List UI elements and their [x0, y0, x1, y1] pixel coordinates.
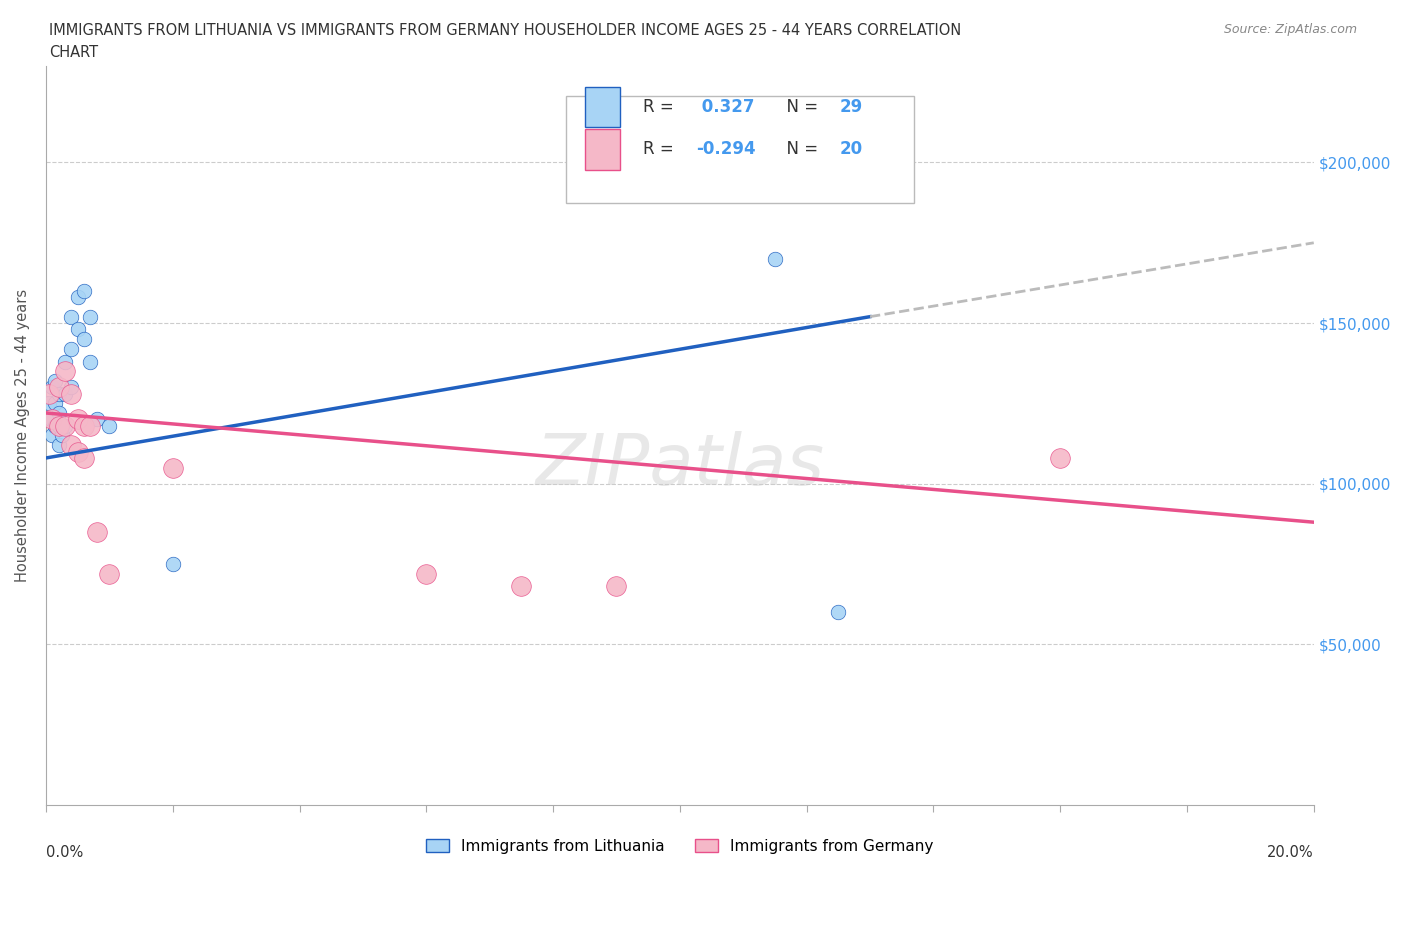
- Point: [48, 418, 70, 433]
- Point: [66, 290, 89, 305]
- Text: Source: ZipAtlas.com: Source: ZipAtlas.com: [1223, 23, 1357, 36]
- Point: [44, 418, 66, 433]
- Point: [60, 386, 83, 401]
- Point: [41, 428, 63, 443]
- Point: [48, 418, 70, 433]
- Point: [53, 354, 76, 369]
- Text: 29: 29: [839, 99, 863, 116]
- Point: [162, 460, 184, 475]
- Point: [41, 412, 63, 427]
- Point: [763, 251, 786, 266]
- Text: 0.0%: 0.0%: [46, 845, 83, 860]
- Point: [60, 438, 83, 453]
- Point: [60, 309, 83, 324]
- Text: 20.0%: 20.0%: [1267, 845, 1313, 860]
- Point: [66, 445, 89, 459]
- Point: [53, 364, 76, 379]
- Text: N =: N =: [776, 140, 824, 158]
- Point: [510, 579, 533, 594]
- Text: ZIPatlas: ZIPatlas: [536, 431, 824, 499]
- Point: [66, 322, 89, 337]
- Point: [415, 566, 437, 581]
- Text: R =: R =: [643, 99, 679, 116]
- Point: [44, 396, 66, 411]
- Point: [53, 418, 76, 433]
- Point: [48, 386, 70, 401]
- Point: [38, 386, 60, 401]
- Point: [48, 379, 70, 394]
- Point: [48, 405, 70, 420]
- FancyBboxPatch shape: [585, 129, 620, 169]
- Point: [162, 556, 184, 571]
- Point: [53, 386, 76, 401]
- Point: [53, 418, 76, 433]
- Text: -0.294: -0.294: [696, 140, 756, 158]
- FancyBboxPatch shape: [585, 86, 620, 127]
- Y-axis label: Householder Income Ages 25 - 44 years: Householder Income Ages 25 - 44 years: [15, 289, 30, 582]
- Point: [73, 418, 96, 433]
- Legend: Immigrants from Lithuania, Immigrants from Germany: Immigrants from Lithuania, Immigrants fr…: [420, 832, 939, 860]
- FancyBboxPatch shape: [565, 96, 914, 203]
- Text: R =: R =: [643, 140, 679, 158]
- Point: [48, 438, 70, 453]
- Point: [98, 418, 121, 433]
- Point: [79, 354, 101, 369]
- Point: [44, 374, 66, 389]
- Point: [38, 396, 60, 411]
- Point: [60, 379, 83, 394]
- Point: [73, 332, 96, 347]
- Text: 20: 20: [839, 140, 863, 158]
- Point: [41, 379, 63, 394]
- Point: [60, 341, 83, 356]
- Point: [51, 428, 73, 443]
- Text: 0.327: 0.327: [696, 99, 755, 116]
- Point: [605, 579, 627, 594]
- Point: [86, 525, 108, 539]
- Point: [73, 284, 96, 299]
- Point: [1049, 450, 1071, 465]
- Point: [98, 566, 121, 581]
- Point: [827, 604, 849, 619]
- Text: N =: N =: [776, 99, 824, 116]
- Point: [73, 450, 96, 465]
- Point: [66, 412, 89, 427]
- Point: [86, 412, 108, 427]
- Point: [79, 309, 101, 324]
- Point: [79, 418, 101, 433]
- Text: CHART: CHART: [49, 45, 98, 60]
- Point: [39, 412, 62, 427]
- Text: IMMIGRANTS FROM LITHUANIA VS IMMIGRANTS FROM GERMANY HOUSEHOLDER INCOME AGES 25 : IMMIGRANTS FROM LITHUANIA VS IMMIGRANTS …: [49, 23, 962, 38]
